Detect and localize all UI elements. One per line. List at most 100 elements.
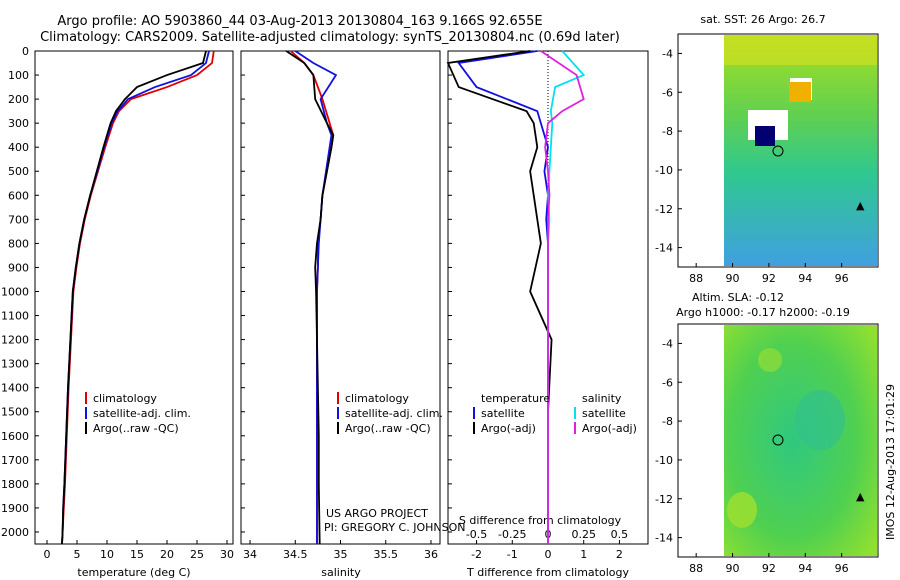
map-y-tick-label: -4 [662, 337, 673, 350]
x-tick-label: -2 [471, 548, 482, 561]
x-tick-label: 10 [100, 548, 114, 561]
s-tick-label: 0.25 [571, 528, 596, 541]
depth-tick-label: 200 [8, 93, 29, 106]
sla-map-title-2: Argo h1000: -0.17 h2000: -0.19 [676, 306, 850, 319]
map-x-tick-label: 90 [726, 272, 740, 285]
x-tick-label: 36 [424, 548, 438, 561]
depth-tick-label: 500 [8, 165, 29, 178]
salinity-x-axis: 34 34.5 35 35.5 36 [243, 540, 438, 561]
sla-argo-location [772, 434, 784, 446]
sla-map-frame [677, 323, 879, 558]
sst-land-patch [755, 126, 775, 146]
sal-line-argo-raw-qc [285, 50, 335, 545]
temp-line-argo-raw-qc [61, 50, 207, 545]
depth-tick-label: 1500 [1, 406, 29, 419]
map-y-tick-label: -12 [655, 493, 673, 506]
sla-marker: ▲ [856, 490, 865, 503]
sst-hot-patch [789, 82, 811, 102]
header-line-1: Argo profile: AO 5903860_44 03-Aug-2013 … [57, 14, 542, 29]
diff-line-salinity-argo-adj [540, 50, 585, 544]
x-tick-label: 20 [160, 548, 174, 561]
depth-tick-label: 300 [8, 117, 29, 130]
depth-tick-label: 1700 [1, 454, 29, 467]
x-tick-label: 1 [580, 548, 587, 561]
legend-argo: Argo(..raw -QC) [93, 422, 179, 435]
map-x-tick-label: 96 [835, 562, 849, 575]
temperature-x-axis: 0 5 10 15 20 25 30 [44, 540, 234, 561]
depth-tick-label: 2000 [1, 526, 29, 539]
difference-xlabel-s: S difference from climatology [459, 514, 622, 527]
x-tick-label: 2 [616, 548, 623, 561]
map-y-tick-label: -12 [655, 203, 673, 216]
map-x-tick-label: 92 [762, 562, 776, 575]
depth-tick-label: 900 [8, 261, 29, 274]
temperature-xlabel: temperature (deg C) [77, 566, 190, 579]
sla-map-title-1: Altim. SLA: -0.12 [692, 291, 784, 304]
legend-clim: climatology [93, 392, 157, 405]
legend-s-argo: Argo(-adj) [582, 422, 637, 435]
map-y-tick-label: -14 [655, 242, 673, 255]
sst-map-title: sat. SST: 26 Argo: 26.7 [700, 13, 825, 26]
legend-t-argo: Argo(-adj) [481, 422, 536, 435]
x-tick-label: 0 [44, 548, 51, 561]
diff-line-salinity-satellite [547, 50, 586, 544]
sst-warm-band [724, 35, 877, 65]
depth-tick-label: 400 [8, 141, 29, 154]
depth-tick-label: 1000 [1, 285, 29, 298]
legend-sat: satellite-adj. clim. [93, 407, 191, 420]
difference-xlabel-t: T difference from climatology [466, 566, 629, 579]
salinity-xlabel: salinity [321, 566, 361, 579]
sst-x-axis: 88 90 92 94 96 [689, 263, 849, 285]
sst-field [724, 35, 877, 266]
sla-x-axis: 88 90 92 94 96 [689, 553, 849, 575]
depth-tick-label: 1200 [1, 334, 29, 347]
temp-line-satellite-adj-clim [61, 50, 210, 545]
map-y-tick-label: -8 [662, 415, 673, 428]
x-tick-label: 25 [190, 548, 204, 561]
sst-argo-location [772, 145, 784, 157]
temp-line-climatology [61, 50, 215, 545]
map-y-tick-label: -4 [662, 47, 673, 60]
temperature-legend: climatology satellite-adj. clim. Argo(..… [85, 392, 191, 435]
map-x-tick-label: 94 [798, 562, 812, 575]
legend-s-sat: satellite [582, 407, 626, 420]
depth-tick-label: 600 [8, 189, 29, 202]
depth-tick-label: 700 [8, 213, 29, 226]
x-tick-label: -1 [507, 548, 518, 561]
salinity-legend: climatology satellite-adj. clim. Argo(..… [337, 392, 443, 435]
depth-tick-label: 0 [22, 45, 29, 58]
legend-s-title: salinity [582, 392, 622, 405]
map-y-tick-label: -10 [655, 164, 673, 177]
s-tick-label: 0.5 [611, 528, 629, 541]
map-x-tick-label: 90 [726, 562, 740, 575]
x-tick-label: 0 [545, 548, 552, 561]
legend-argo: Argo(..raw -QC) [345, 422, 431, 435]
depth-tick-label: 100 [8, 69, 29, 82]
legend-t-title: temperature [481, 392, 550, 405]
depth-tick-label: 1800 [1, 478, 29, 491]
map-y-tick-label: -10 [655, 454, 673, 467]
legend-t-sat: satellite [481, 407, 525, 420]
sla-high-1 [727, 492, 757, 528]
depth-tick-label: 1400 [1, 382, 29, 395]
map-x-tick-label: 92 [762, 272, 776, 285]
x-tick-label: 34 [243, 548, 257, 561]
depth-tick-label: 1100 [1, 310, 29, 323]
map-x-tick-label: 88 [689, 272, 703, 285]
timestamp-stamp: IMOS 12-Aug-2013 17:01:29 [884, 384, 897, 540]
diff-line-temperature-argo-adj [446, 50, 553, 544]
sst-marker: ▲ [856, 199, 865, 212]
depth-tick-label: 1900 [1, 502, 29, 515]
header-line-2: Climatology: CARS2009. Satellite-adjuste… [40, 30, 620, 45]
sla-y-axis: -4 -6 -8 -10 -12 -14 [655, 337, 682, 545]
legend-sat: satellite-adj. clim. [345, 407, 443, 420]
legend-clim: climatology [345, 392, 409, 405]
depth-tick-label: 1600 [1, 430, 29, 443]
difference-legend: temperature satellite Argo(-adj) salinit… [473, 392, 637, 435]
map-x-tick-label: 96 [835, 272, 849, 285]
temperature-panel-frame [34, 50, 234, 545]
x-tick-label: 5 [74, 548, 81, 561]
map-y-tick-label: -6 [662, 376, 673, 389]
